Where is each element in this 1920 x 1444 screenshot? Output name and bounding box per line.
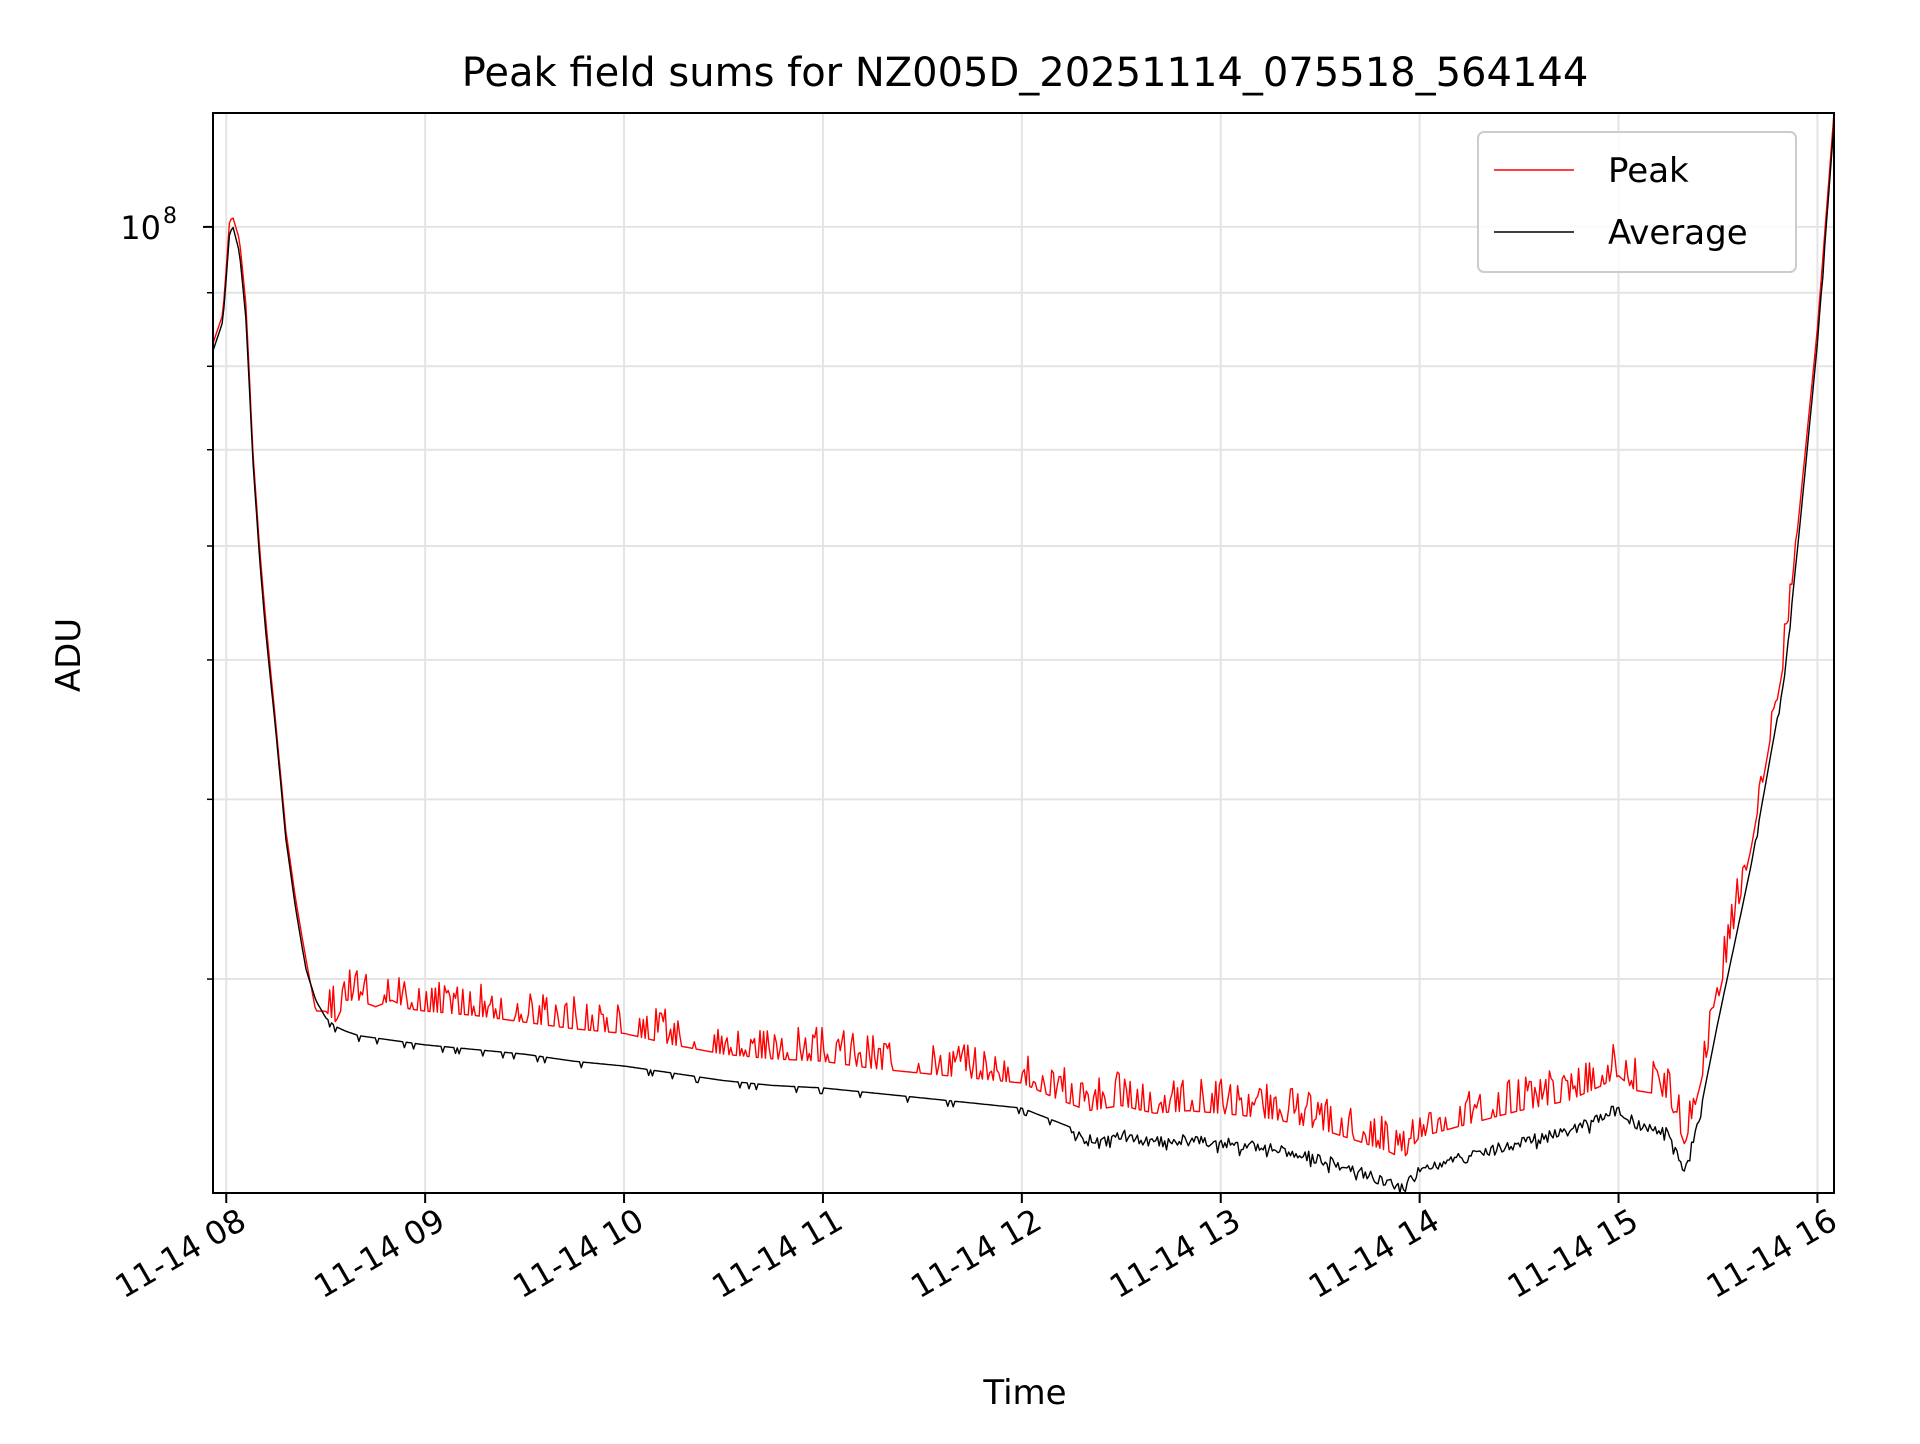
x-tick-label: 11-14 11 bbox=[705, 1201, 849, 1306]
x-tick-label: 11-14 08 bbox=[109, 1201, 253, 1306]
x-tick-label: 11-14 10 bbox=[506, 1201, 650, 1306]
legend: Peak Average bbox=[1477, 131, 1797, 273]
chart-title: Peak field sums for NZ005D_20251114_0755… bbox=[462, 50, 1589, 96]
series-line-peak bbox=[212, 115, 1835, 1157]
x-tick-label: 11-14 14 bbox=[1302, 1201, 1446, 1306]
x-tick-label: 11-14 13 bbox=[1103, 1201, 1247, 1306]
y-tick-label-base: 10 bbox=[120, 209, 161, 247]
plot-frame bbox=[212, 112, 1835, 1194]
legend-box bbox=[1477, 131, 1797, 273]
x-tick-label: 11-14 12 bbox=[904, 1201, 1048, 1306]
grid bbox=[213, 113, 1834, 1193]
y-tick-label: 10 bbox=[120, 209, 161, 247]
x-axis-label: Time bbox=[982, 1373, 1066, 1413]
series-layer bbox=[212, 115, 1835, 1194]
y-tick-label-exponent: 8 bbox=[163, 204, 177, 229]
legend-label-peak: Peak bbox=[1608, 151, 1689, 191]
series-line-average bbox=[212, 125, 1835, 1194]
x-tick-label: 11-14 15 bbox=[1501, 1201, 1645, 1306]
legend-label-average: Average bbox=[1608, 213, 1748, 253]
y-axis-label: ADU bbox=[49, 618, 89, 692]
x-tick-label: 11-14 09 bbox=[308, 1201, 452, 1306]
tick-layer: 11-14 08 11-14 09 11-14 10 11-14 11 11-14 12… bbox=[109, 204, 1844, 1306]
x-tick-label: 11-14 16 bbox=[1700, 1201, 1844, 1306]
